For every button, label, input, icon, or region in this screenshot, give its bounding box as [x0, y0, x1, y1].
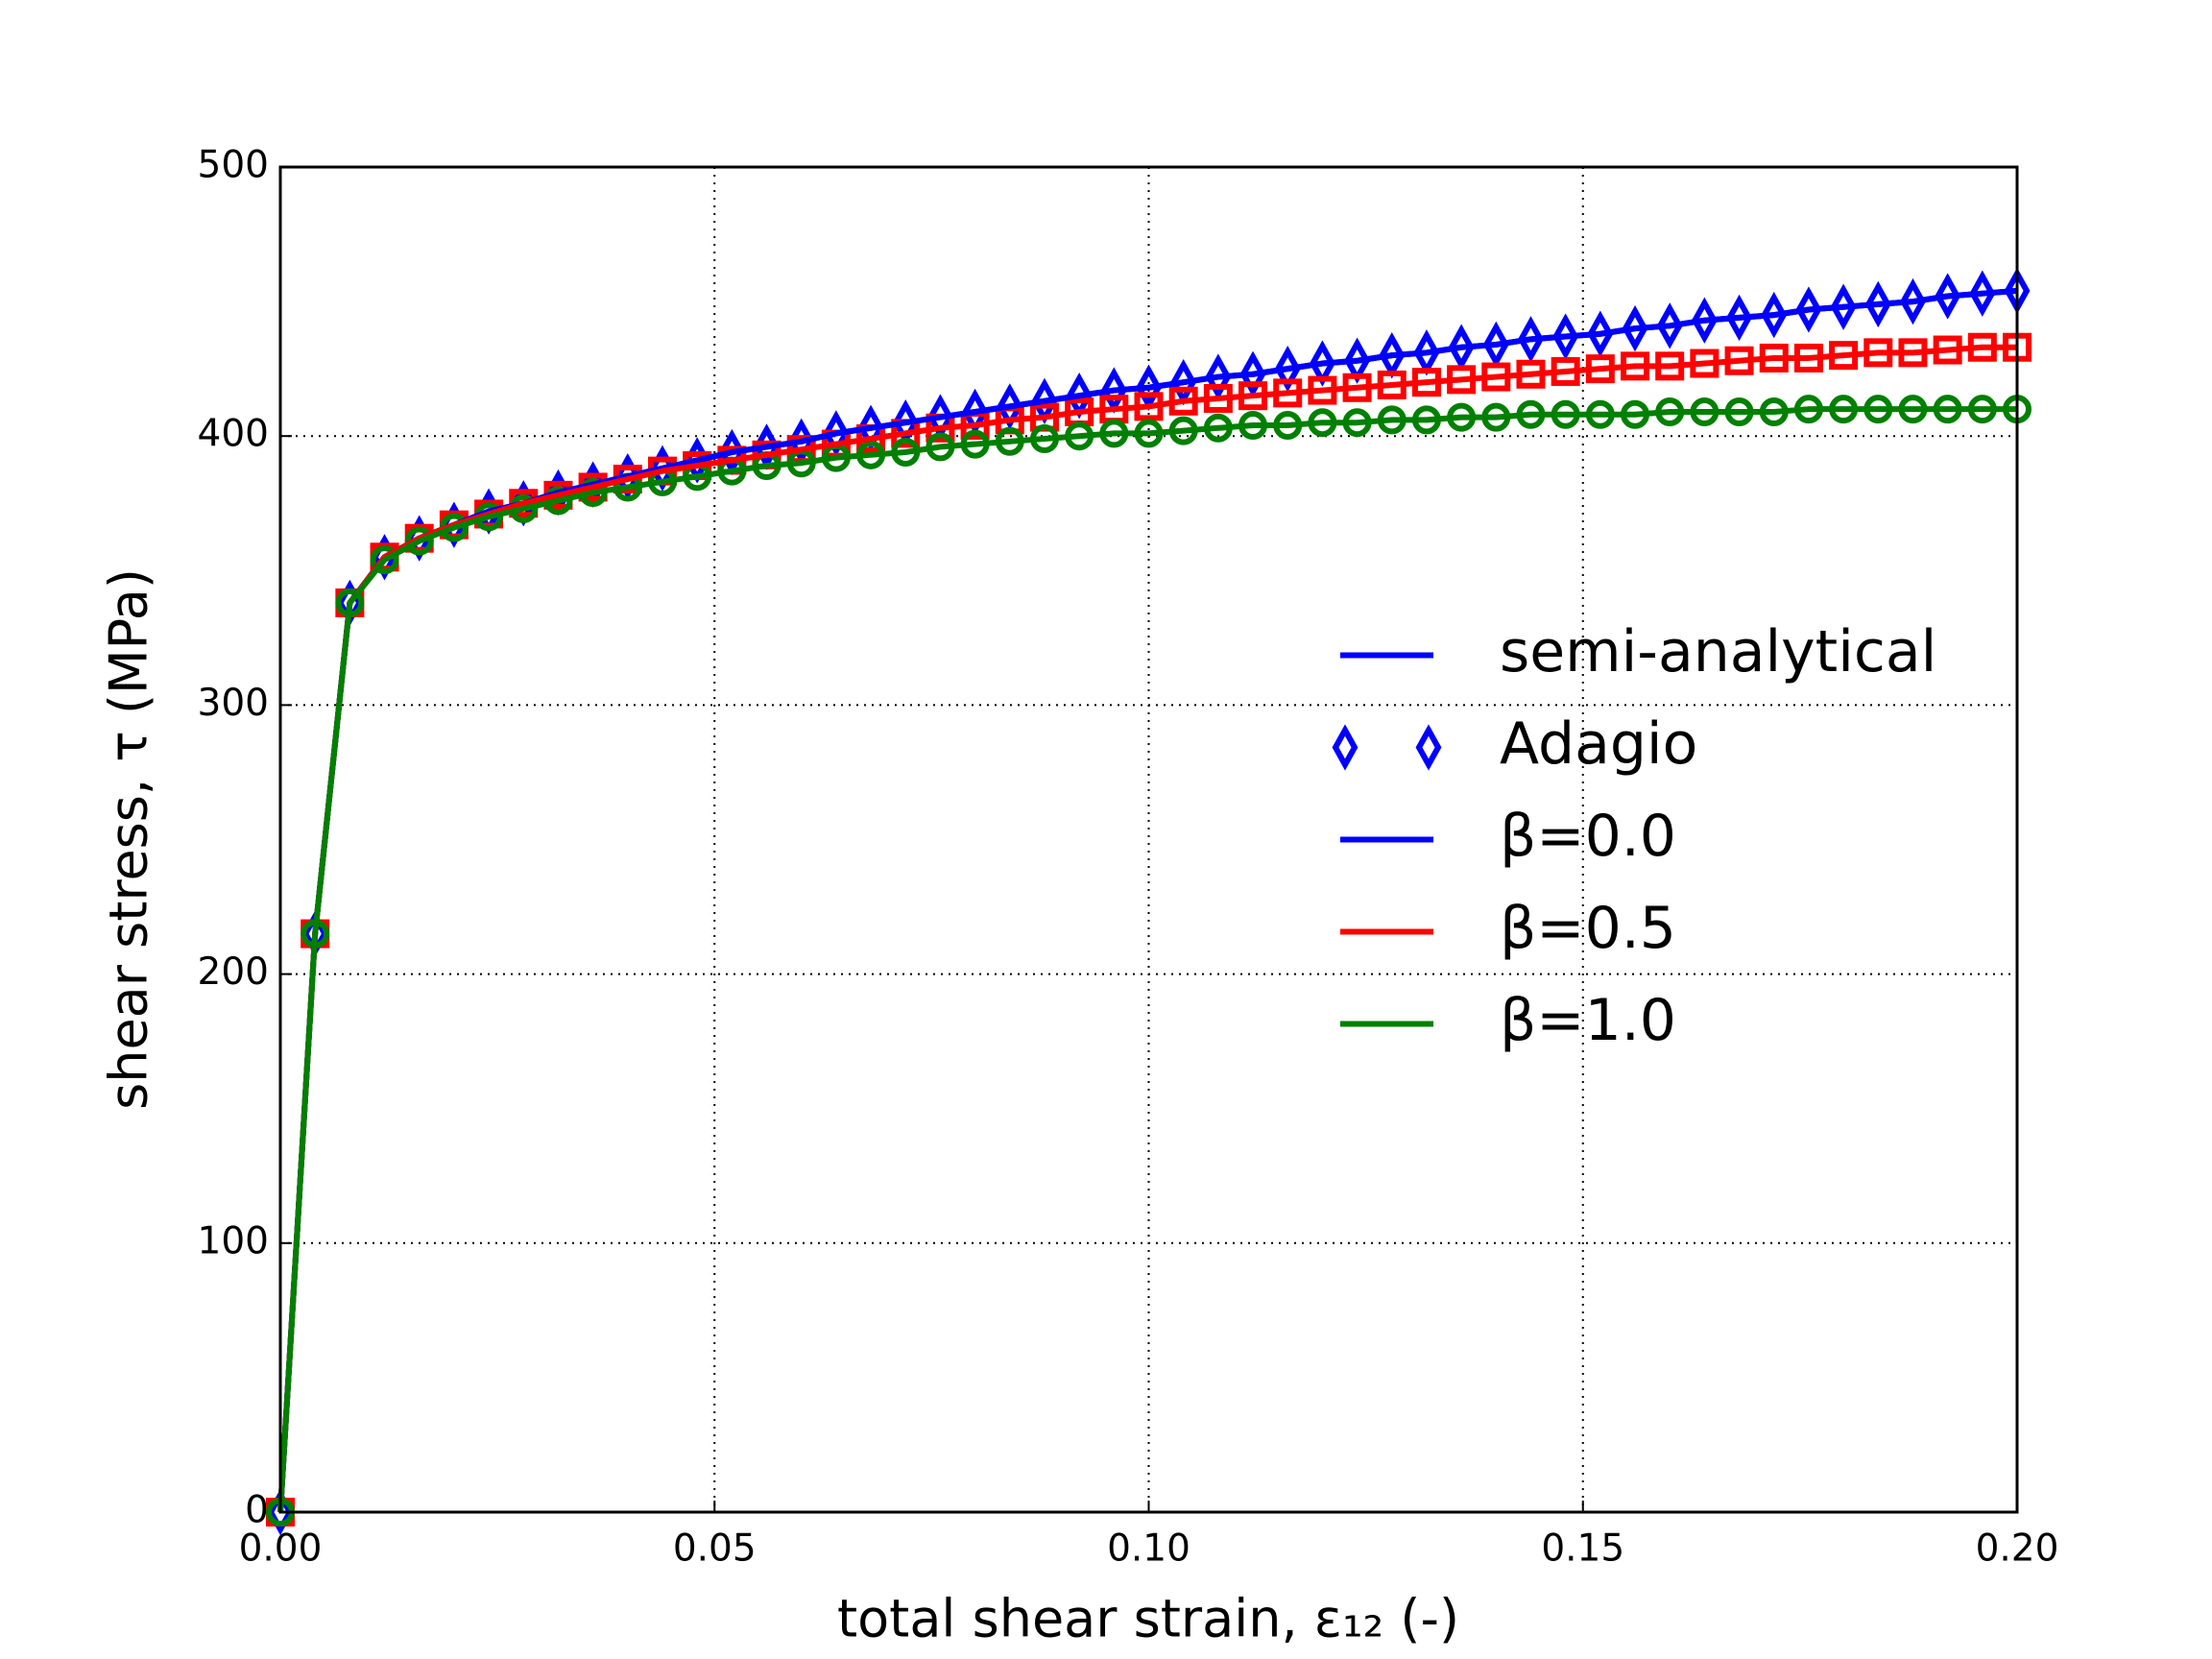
data-marker	[1448, 324, 1475, 371]
data-marker	[962, 388, 989, 436]
x-tick-label: 0.20	[1976, 1527, 2059, 1571]
data-marker	[1552, 313, 1579, 360]
data-marker	[1274, 345, 1301, 393]
legend-label: Adagio	[1500, 710, 1697, 778]
data-marker	[1691, 297, 1718, 344]
x-axis-label: total shear strain, ε₁₂ (-)	[837, 1589, 1459, 1649]
x-tick-label: 0.05	[673, 1527, 757, 1571]
y-tick-label: 300	[198, 682, 269, 725]
y-tick-label: 400	[198, 413, 269, 456]
data-line	[277, 344, 2017, 1513]
x-tick-label: 0.15	[1541, 1527, 1624, 1571]
y-tick-label: 100	[198, 1219, 269, 1262]
plot-frame	[278, 165, 2019, 1514]
data-marker	[1656, 302, 1683, 349]
data-line	[277, 406, 2017, 1513]
data-marker	[649, 445, 676, 493]
legend-marker	[1332, 724, 1358, 771]
data-marker	[404, 526, 434, 556]
data-marker	[1622, 304, 1648, 352]
legend-label: β=0.5	[1500, 895, 1676, 962]
data-marker	[1587, 310, 1614, 357]
data-marker	[1761, 291, 1788, 339]
data-marker	[1969, 270, 1996, 317]
data-marker	[1239, 350, 1266, 397]
data-marker	[823, 410, 850, 457]
data-marker	[1518, 316, 1544, 363]
data-marker	[1726, 294, 1752, 342]
data-marker	[1205, 353, 1232, 400]
data-marker	[370, 545, 399, 575]
data-marker	[997, 383, 1023, 430]
legend-label: β=1.0	[1500, 987, 1676, 1054]
data-marker	[1935, 273, 1961, 320]
data-marker	[614, 453, 641, 500]
x-tick-label: 0.10	[1107, 1527, 1190, 1571]
data-marker	[267, 1488, 294, 1536]
legend-label: β=0.0	[1500, 803, 1676, 870]
data-marker	[1482, 321, 1509, 369]
y-tick-label: 500	[198, 144, 269, 187]
y-axis-label: shear stress, τ (MPa)	[99, 568, 159, 1110]
y-tick-label: 200	[198, 950, 269, 994]
data-marker	[1795, 286, 1822, 333]
data-marker	[1864, 280, 1891, 328]
legend-label: semi-analytical	[1500, 618, 1936, 685]
data-marker	[1900, 277, 1926, 325]
legend-marker	[1415, 724, 1442, 771]
y-tick-label: 0	[245, 1489, 269, 1532]
data-marker	[1830, 283, 1857, 330]
